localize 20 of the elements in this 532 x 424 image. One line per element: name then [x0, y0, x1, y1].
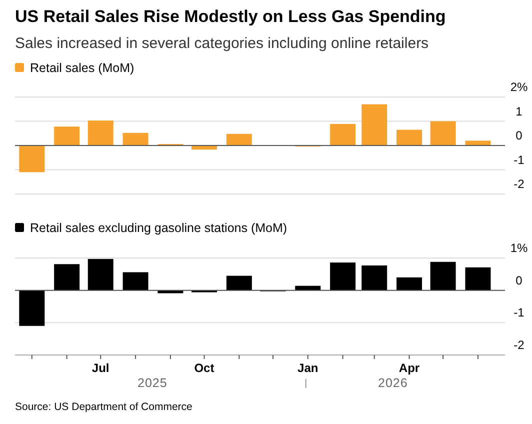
source-note: Source: US Department of Commerce [15, 401, 193, 413]
text: 2025 [138, 376, 168, 390]
text: 2026 [378, 376, 408, 390]
legend-label: Retail sales excluding gasoline stations (MoM) [30, 221, 288, 235]
y-tick-label: 1% [510, 241, 528, 255]
legend-label: Retail sales (MoM) [30, 61, 134, 75]
x-tick-label: Oct [194, 361, 214, 375]
y-tick-label: 0 [516, 128, 523, 142]
x-tick-label: Apr [398, 361, 420, 375]
x-tick-label: Jan [298, 361, 318, 375]
y-tick-label: -1 [514, 306, 525, 320]
y-tick-label: -2 [514, 338, 525, 352]
chart-subtitle: Sales increased in several categories including online retailers [15, 35, 429, 52]
y-tick-label: -2 [514, 177, 525, 191]
y-tick-label: 2% [510, 80, 528, 94]
chart-title: US Retail Sales Rise Modestly on Less Gas Spending [15, 7, 446, 26]
y-tick-label: 0 [516, 273, 523, 288]
y-tick-label: 1 [516, 104, 523, 118]
y-tick-label: -1 [514, 152, 525, 167]
x-tick-label: Jul [92, 361, 110, 375]
